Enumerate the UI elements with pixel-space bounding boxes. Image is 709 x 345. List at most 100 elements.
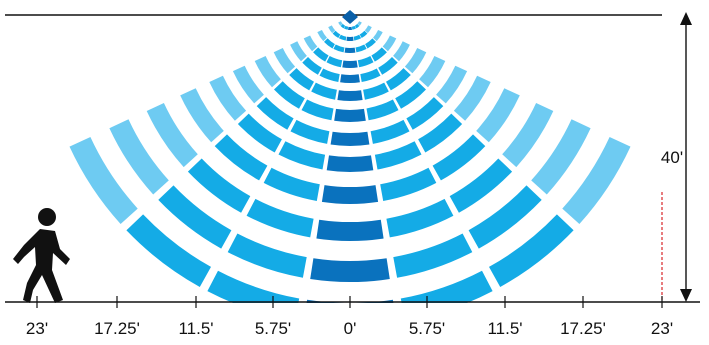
coverage-segment [109,119,169,195]
coverage-segment [436,65,468,104]
arrow-up-icon [680,12,692,25]
coverage-segment [227,233,307,278]
coverage-segment [374,141,422,170]
coverage-segment [359,30,368,38]
coverage-segment [370,119,410,144]
range-label-left-5-75: 5.75' [255,319,291,338]
coverage-segment [449,158,513,213]
coverage-segment [393,41,410,62]
coverage-segment [393,233,473,278]
coverage-segment [69,137,138,224]
coverage-segment [303,35,318,52]
coverage-segment [126,214,211,287]
range-label-right-11-5: 11.5' [487,319,522,338]
coverage-segment [332,30,341,38]
coverage-segment [338,34,347,41]
range-label-right-17-25: 17.25' [560,319,606,338]
coverage-segment [326,155,374,172]
coverage-segment [334,108,366,122]
coverage-segment [346,36,354,41]
coverage-segment [364,25,372,34]
coverage-segment [340,23,346,29]
range-label-left-17-25: 17.25' [94,319,140,338]
coverage-segment [378,57,398,75]
coverage-segment [301,99,334,121]
coverage-segment [363,82,389,100]
coverage-segment [406,97,444,130]
coverage-segment [330,131,370,146]
floor-ticks [36,296,663,308]
coverage-segment [207,270,300,303]
coverage-segment [302,57,322,75]
range-label-center-0: 0' [344,319,357,338]
coverage-segment [386,68,411,91]
coverage-segment [348,26,352,31]
coverage-segment [316,219,384,242]
coverage-segment [502,103,554,168]
coverage-segment [237,113,282,153]
coverage-segment [289,68,314,91]
coverage-segment [310,258,390,283]
coverage-segment [531,119,591,195]
coverage-segment [340,74,360,84]
coverage-segment [386,198,454,238]
coverage-segment [357,56,374,68]
coverage-segment [380,167,437,201]
range-label-left-23: 23' [26,319,48,338]
coverage-segment [278,141,326,170]
coverage-segment [342,60,358,68]
coverage-segment [317,30,327,42]
coverage-segment [360,68,381,82]
coverage-segment [404,48,427,74]
coverage-segment [432,134,486,181]
coverage-segment [562,137,631,224]
coverage-segment [337,90,363,101]
coverage-segment [256,97,294,130]
coverage-segment [365,38,376,49]
coverage-segment [263,167,320,201]
height-label: 40' [661,148,683,167]
coverage-segment [321,185,379,205]
coverage-segment [187,158,251,213]
coverage-segment [476,88,520,143]
coverage-segment [333,44,345,53]
arrow-down-icon [680,289,692,302]
coverage-segment [351,25,356,30]
coverage-segment [373,30,383,42]
coverage-segment [273,48,296,74]
coverage-segment [158,185,232,249]
walking-person-icon [13,208,70,303]
coverage-segment [453,75,491,121]
coverage-segment [246,198,314,238]
coverage-segment [290,41,307,62]
height-dimension [680,12,692,302]
coverage-segment [209,75,247,121]
coverage-segment [371,47,387,62]
range-label-right-5-75: 5.75' [409,319,445,338]
coverage-segment [214,134,268,181]
coverage-segment [180,88,224,143]
coverage-segment [254,56,281,88]
coverage-segment [344,47,356,54]
coverage-segment [319,68,340,82]
coverage-segment [311,82,337,100]
coverage-segment [146,103,198,168]
sensor-diamond-icon [342,10,358,24]
coverage-segment [354,23,360,29]
coverage-segment [338,21,343,26]
coverage-segment [468,185,542,249]
range-label-left-11-5: 11.5' [178,319,213,338]
coverage-segment [382,35,397,52]
coverage-pattern [69,21,631,303]
coverage-segment [324,38,335,49]
coverage-segment [400,270,493,303]
coverage-segment [313,47,329,62]
coverage-segment [395,81,426,109]
coverage-segment [355,44,367,53]
coverage-segment [418,113,463,153]
coverage-segment [353,34,362,41]
coverage-segment [274,81,305,109]
coverage-segment [232,65,264,104]
coverage-segment [489,214,574,287]
